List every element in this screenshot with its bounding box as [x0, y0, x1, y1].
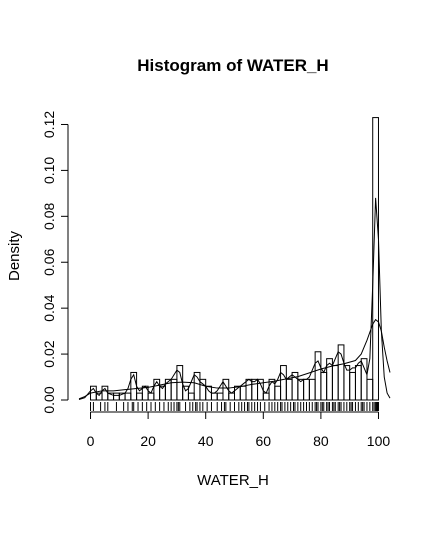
- histogram-bar-45: [349, 371, 356, 401]
- histogram-bar-24: [228, 392, 236, 401]
- histogram-bar-27: [245, 378, 253, 401]
- histogram-bar-8: [136, 392, 143, 401]
- histogram-bar-49: [372, 117, 379, 401]
- y-tick-label-1: 0.02: [41, 340, 57, 367]
- x-axis: 0 20 40 60 80 100: [87, 411, 391, 449]
- histogram-bar-28: [251, 378, 259, 401]
- histogram-bar-13: [164, 378, 172, 401]
- histogram-bar-23: [222, 378, 230, 401]
- density-curves: [78, 197, 391, 401]
- density-curve-wiggly: [78, 197, 391, 401]
- histogram-bar-4: [113, 392, 120, 401]
- y-tick-label-2: 0.04: [41, 294, 57, 321]
- histogram-bar-47: [360, 358, 368, 401]
- chart-title: Histogram of WATER_H: [137, 56, 328, 75]
- histogram-bar-43: [337, 344, 345, 401]
- histogram-bar-40: [320, 371, 328, 401]
- x-tick-label-80: 80: [313, 433, 329, 449]
- x-tick-label-0: 0: [87, 433, 95, 449]
- histogram-bar-36: [297, 378, 305, 401]
- histogram-bar-30: [262, 392, 270, 401]
- histogram-bar-10: [147, 392, 155, 401]
- y-tick-label-0: 0.00: [41, 386, 57, 413]
- x-tick-label-20: 20: [140, 433, 156, 449]
- histogram-bar-34: [285, 378, 293, 401]
- histogram-bar-16: [182, 385, 189, 401]
- x-tick-label-40: 40: [198, 433, 214, 449]
- histogram-bars: [90, 117, 379, 401]
- histogram-bar-32: [274, 385, 282, 401]
- x-tick-label-100: 100: [367, 433, 391, 449]
- rug-marks: [90, 402, 379, 411]
- density-curve-smooth: [78, 318, 391, 400]
- histogram-bar-21: [210, 392, 218, 401]
- x-axis-label: WATER_H: [197, 472, 269, 489]
- histogram-bar-6: [124, 392, 132, 401]
- x-tick-label-60: 60: [256, 433, 272, 449]
- histogram-bar-42: [331, 365, 339, 401]
- y-tick-label-5: 0.10: [41, 157, 57, 184]
- y-tick-label-3: 0.06: [41, 248, 57, 275]
- y-axis: 0.00 0.02 0.04 0.06 0.08 0.10 0.12: [41, 111, 69, 414]
- y-tick-label-6: 0.12: [41, 111, 57, 138]
- histogram-bar-46: [354, 365, 362, 401]
- histogram-bar-38: [308, 378, 316, 401]
- histogram-bar-26: [239, 385, 247, 401]
- histogram-bar-48: [366, 378, 374, 401]
- histogram-bar-39: [314, 351, 322, 401]
- histogram-bar-22: [216, 392, 224, 401]
- histogram-bar-17: [187, 392, 195, 401]
- histogram-bar-37: [303, 378, 310, 401]
- histogram-bar-33: [280, 365, 287, 401]
- y-axis-label: Density: [6, 230, 23, 281]
- y-tick-label-4: 0.08: [41, 202, 57, 229]
- histogram-bar-44: [343, 365, 351, 401]
